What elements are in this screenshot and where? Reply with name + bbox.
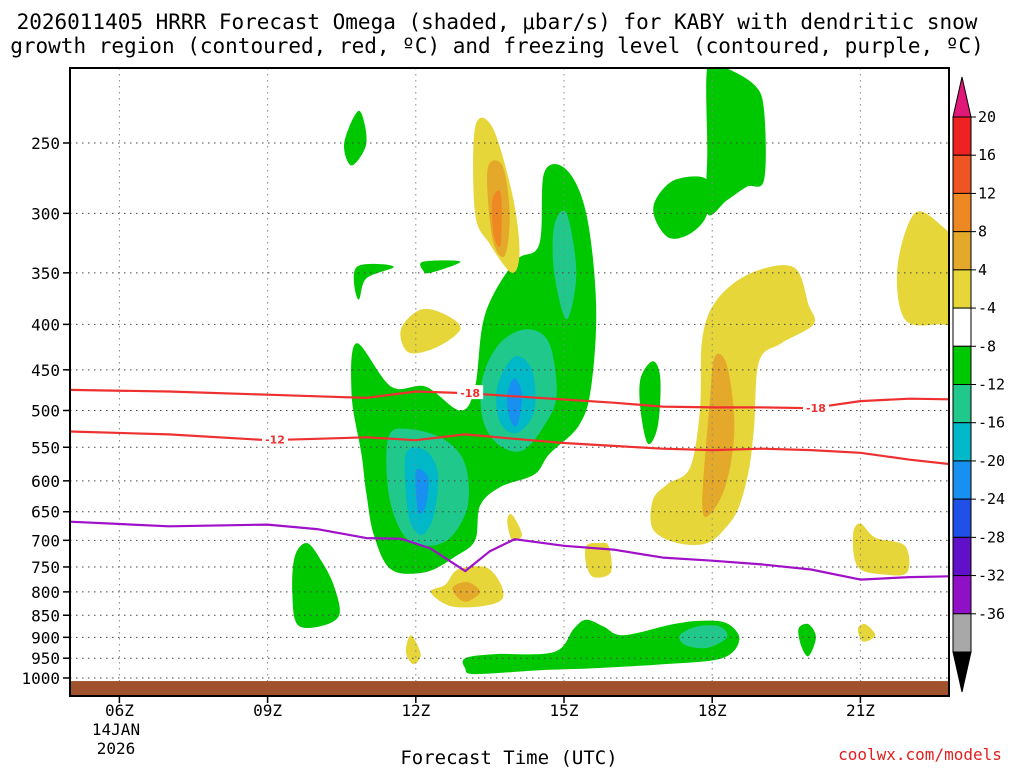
colorbar-label-10: -24 [978,490,1005,508]
omega-region-6 [506,378,523,427]
ytick-label-550: 550 [31,438,60,457]
colorbar-label-9: -20 [978,452,1005,470]
chart-title-line-2: growth region (contoured, red, ºC) and f… [10,34,984,58]
omega-region-25 [896,211,949,326]
colorbar-top-arrow [952,76,972,118]
omega-region-28 [584,542,612,578]
colorbar-swatch-6 [952,345,972,385]
colorbar-label-5: -4 [978,299,996,317]
ytick-label-950: 950 [31,649,60,668]
colorbar-label-0: 20 [978,108,996,126]
xtick-label-12Z: 12Z [401,701,430,720]
plot-frame [69,67,950,697]
x-axis-label: Forecast Time (UTC) [400,747,617,768]
omega-region-17 [798,623,816,657]
omega-region-16 [679,625,728,649]
omega-shading-layer [292,68,949,675]
contour-label-0-1: -18 [806,402,826,415]
colorbar-swatch-8 [952,422,972,462]
omega-region-10 [420,260,461,274]
xtick-label-15Z: 15Z [550,701,579,720]
ytick-label-250: 250 [31,134,60,153]
omega-region-24 [702,353,735,518]
ytick-label-400: 400 [31,315,60,334]
contour-label-0-0: -18 [460,387,480,400]
colorbar-label-8: -16 [978,414,1005,432]
colorbar-swatch-3 [952,231,972,271]
ytick-label-450: 450 [31,361,60,380]
colorbar-swatch-11 [952,536,972,577]
colorbar-swatch-5 [952,307,972,347]
omega-region-8 [343,110,367,166]
ytick-label-300: 300 [31,204,60,223]
ytick-label-750: 750 [31,558,60,577]
xtick-label-06Z: 06Z [105,701,134,720]
omega-region-21 [491,190,502,247]
colorbar-bottom-arrow [952,651,972,693]
omega-region-9 [353,263,394,300]
chart-title-line-1: 2026011405 HRRR Forecast Omega (shaded, … [17,10,978,34]
ytick-label-700: 700 [31,531,60,550]
contour-label-bg-1-0 [262,431,289,446]
colorbar-swatch-9 [952,460,972,500]
omega-region-13 [639,361,661,445]
colorbar-label-2: 12 [978,184,996,202]
colorbar-label-7: -12 [978,376,1005,394]
colorbar-swatch-7 [952,384,972,424]
terrain-ground [70,681,949,696]
omega-region-14 [292,543,340,629]
ytick-label-600: 600 [31,472,60,491]
colorbar-swatch-4 [952,269,972,309]
colorbar-label-11: -28 [978,528,1005,546]
omega-region-3 [415,468,429,515]
ytick-label-800: 800 [31,583,60,602]
colorbar-label-12: -32 [978,567,1005,585]
colorbar-label-6: -8 [978,337,996,355]
omega-region-15 [462,619,740,675]
colorbar-swatch-0 [952,116,972,156]
ytick-label-500: 500 [31,401,60,420]
contour-label-bg-0-1 [802,400,829,415]
contour-label-bg-0-0 [457,385,484,400]
colorbar-swatch-2 [952,192,972,233]
omega-region-7 [552,210,577,320]
omega-region-31 [507,513,522,542]
omega-region-11 [705,68,766,216]
colorbar-label-3: 8 [978,223,987,241]
xtick-label-18Z: 18Z [698,701,727,720]
colorbar-swatch-1 [952,154,972,194]
ytick-label-850: 850 [31,606,60,625]
y-axis-ticks: 250 300 350 400 450 500 550 600 650 700 750 800 850 9… [21,134,70,688]
contour-line-1 [70,430,949,466]
xtick-label-21Z: 21Z [846,701,875,720]
colorbar-swatch-13 [952,613,972,653]
omega-region-32 [405,635,421,665]
colorbar-label-4: 4 [978,261,987,279]
colorbar-legend: 20 16 12 8 4 -4 -8 -12 -16 -20 -24 -28 -32 -36 [952,76,1005,693]
contour-line-2 [70,520,949,581]
colorbar-swatch-12 [952,575,972,615]
ytick-label-650: 650 [31,503,60,522]
credit-link[interactable]: coolwx.com/models [838,745,1002,764]
ytick-label-1000: 1000 [21,669,60,688]
omega-region-27 [852,523,910,576]
colorbar-swatch-10 [952,498,972,538]
contour-label-1-0: -12 [265,433,285,446]
contour-line-0 [70,388,949,410]
date-label-year: 2026 [97,739,136,758]
grid-layer [70,68,949,696]
date-label-day: 14JAN [92,720,140,739]
xtick-label-09Z: 09Z [253,701,282,720]
ytick-label-350: 350 [31,264,60,283]
colorbar-label-13: -36 [978,605,1005,623]
omega-region-12 [653,176,711,239]
colorbar-label-1: 16 [978,146,996,164]
ytick-label-900: 900 [31,628,60,647]
contour-layer: -18 -18 -12 [70,385,949,581]
x-axis-ticks: 06Z 09Z 12Z 15Z 18Z 21Z [105,696,875,720]
